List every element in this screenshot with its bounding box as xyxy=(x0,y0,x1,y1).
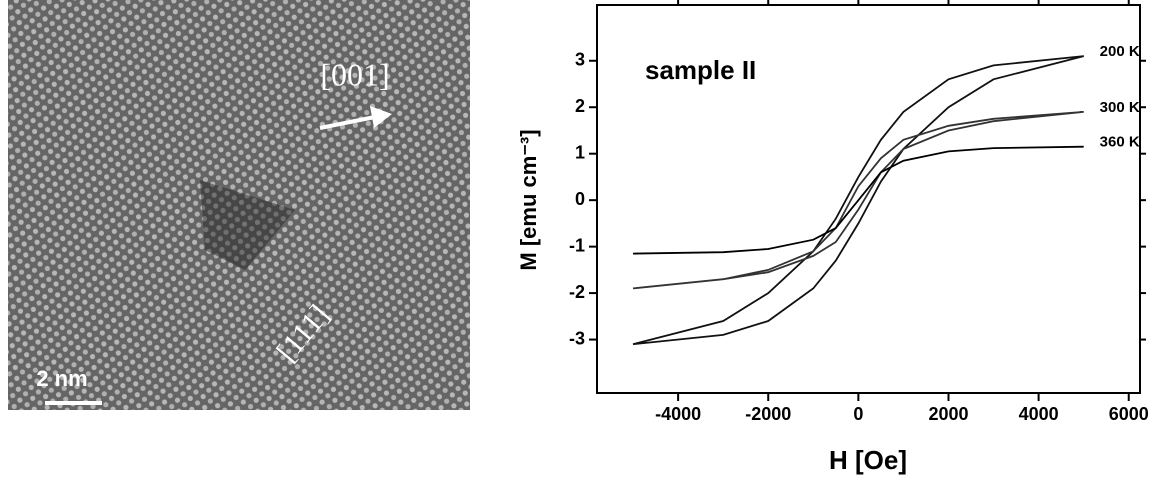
series-line xyxy=(632,55,1084,346)
chart: sample II H [Oe] M [emu cm⁻³] -4000 -2000… xyxy=(516,0,1149,475)
annotation: sample II xyxy=(645,55,756,85)
x-tick-label: 2000 xyxy=(928,404,968,424)
x-tick-label: 6000 xyxy=(1109,404,1149,424)
y-axis-label: M [emu cm⁻³] xyxy=(516,129,541,270)
direction-label: [001] xyxy=(320,56,389,92)
y-tick-label: -2 xyxy=(569,282,585,302)
series-label: 200 K xyxy=(1100,43,1140,60)
x-tick-label: -4000 xyxy=(655,404,701,424)
y-tick-label: 0 xyxy=(575,189,585,209)
y-tick-label: 3 xyxy=(575,50,585,70)
series-line xyxy=(632,145,1084,255)
arrow xyxy=(319,115,376,130)
x-tick-label: 0 xyxy=(853,404,863,424)
y-tick-label: -1 xyxy=(569,235,585,255)
plot-frame xyxy=(596,4,1141,394)
x-axis-label: H [Oe] xyxy=(829,445,907,475)
tem-image: [001] [111] 2 nm xyxy=(8,0,470,410)
arrow-head xyxy=(370,106,392,128)
lattice xyxy=(8,0,470,410)
shade xyxy=(8,0,470,410)
y-tick-label: 2 xyxy=(575,96,585,116)
defect xyxy=(200,180,295,270)
x-tick-label: 4000 xyxy=(1019,404,1059,424)
y-tick-label: -3 xyxy=(569,328,585,348)
series-label: 300 K xyxy=(1100,99,1140,116)
series-line xyxy=(632,111,1084,290)
scale-label: 2 nm xyxy=(36,366,87,391)
y-tick-label: 1 xyxy=(575,142,585,162)
series-label: 360 K xyxy=(1100,134,1140,151)
x-tick-label: -2000 xyxy=(745,404,791,424)
